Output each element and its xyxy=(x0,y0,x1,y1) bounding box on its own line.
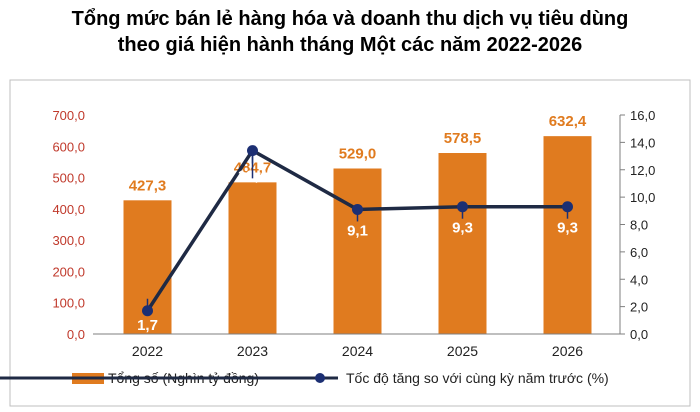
x-axis: 2022 2023 2024 2025 2026 xyxy=(93,333,620,359)
left-tick-label: 100,0 xyxy=(52,296,85,311)
plot-frame xyxy=(9,79,691,407)
legend: Tổng số (Nghìn tỷ đồng) Tốc độ tăng so v… xyxy=(0,370,609,386)
line-data-label: 9,1 xyxy=(347,222,368,239)
right-tick-label: 16,0 xyxy=(630,108,655,123)
bar-data-label: 529,0 xyxy=(339,145,377,162)
line-marker xyxy=(142,305,153,317)
left-tick-label: 400,0 xyxy=(52,202,85,217)
x-tick-label: 2023 xyxy=(237,343,268,359)
line-series: 1,713,49,1 9,3 9,3 xyxy=(137,145,578,334)
line-marker xyxy=(457,201,468,213)
left-tick-label: 0,0 xyxy=(67,327,85,342)
right-tick-label: 0,0 xyxy=(630,327,648,342)
left-axis: 0,0 100,0 200,0 300,0 400,0 500,0 600,0 700,0 xyxy=(52,108,85,342)
right-tick-label: 12,0 xyxy=(630,163,655,178)
left-tick-label: 600,0 xyxy=(52,139,85,154)
line-data-label: 9,3 xyxy=(452,220,473,237)
x-tick-label: 2022 xyxy=(132,343,163,359)
right-tick-label: 10,0 xyxy=(630,190,655,205)
legend-swatch-marker xyxy=(315,373,325,383)
line-data-label: 1,7 xyxy=(137,317,158,334)
bar xyxy=(228,182,277,334)
left-tick-label: 200,0 xyxy=(52,264,85,279)
right-tick-label: 6,0 xyxy=(630,245,648,260)
title-line-1: Tổng mức bán lẻ hàng hóa và doanh thu dị… xyxy=(71,8,629,30)
title-line-2: theo giá hiện hành tháng Một các năm 202… xyxy=(117,34,583,56)
bar-data-label: 427,3 xyxy=(129,177,167,194)
chart-title: Tổng mức bán lẻ hàng hóa và doanh thu dị… xyxy=(0,6,700,58)
right-tick-label: 4,0 xyxy=(630,272,648,287)
left-tick-label: 300,0 xyxy=(52,233,85,248)
right-tick-label: 8,0 xyxy=(630,218,648,233)
bar-data-label: 632,4 xyxy=(549,113,587,130)
line-marker xyxy=(352,203,363,215)
bar xyxy=(438,153,487,334)
x-tick-label: 2024 xyxy=(342,343,373,359)
bar xyxy=(543,136,592,334)
x-tick-label: 2026 xyxy=(552,343,583,359)
left-tick-label: 500,0 xyxy=(52,171,85,186)
x-tick-label: 2025 xyxy=(447,343,478,359)
left-tick-label: 700,0 xyxy=(52,108,85,123)
right-tick-label: 14,0 xyxy=(630,135,655,150)
right-axis: 0,0 2,0 4,0 6,0 8,0 10,0 12,0 14,0 16,0 xyxy=(619,108,655,342)
bar-data-label: 578,5 xyxy=(444,130,482,147)
right-tick-label: 2,0 xyxy=(630,300,648,315)
legend-label-line: Tốc độ tăng so với cùng kỳ năm trước (%) xyxy=(346,370,609,386)
line-data-label: 9,3 xyxy=(557,220,578,237)
line-marker xyxy=(562,201,573,213)
bar xyxy=(333,168,382,334)
